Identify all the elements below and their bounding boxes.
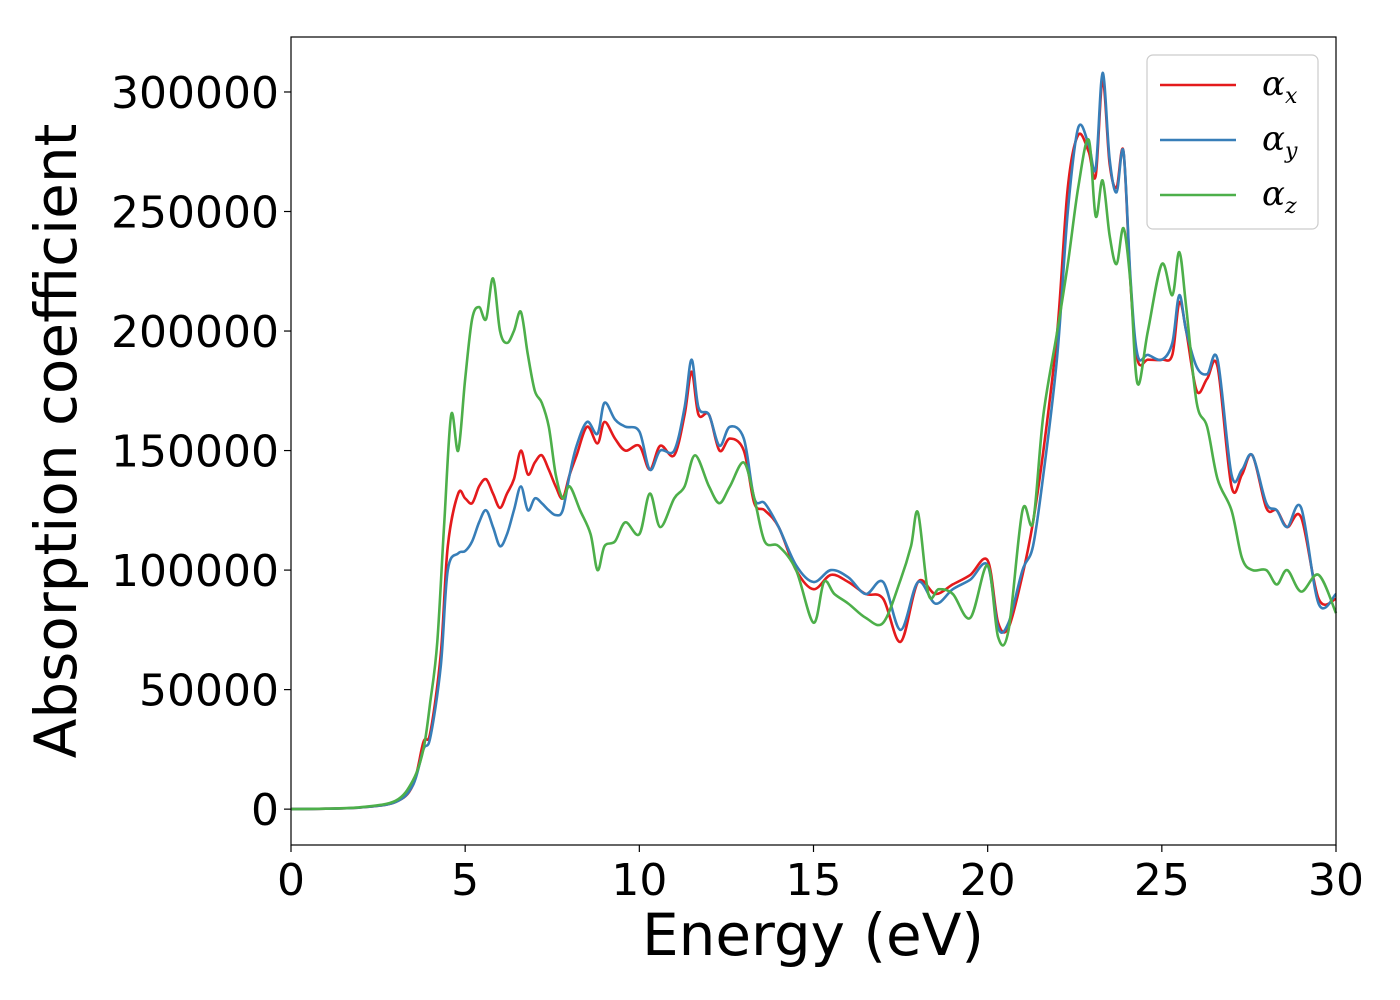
legend-subscript-y: y xyxy=(1284,139,1298,164)
y-axis-title: Absorption coefficient xyxy=(22,124,90,759)
x-tick-label: 5 xyxy=(451,855,479,906)
x-axis: 0 5 10 15 20 25 30 xyxy=(277,845,1364,906)
x-tick-label: 25 xyxy=(1134,855,1190,906)
legend-subscript-x: x xyxy=(1285,84,1298,109)
y-tick-label: 0 xyxy=(251,785,279,836)
legend-subscript-z: z xyxy=(1284,194,1297,219)
x-tick-label: 20 xyxy=(960,855,1016,906)
series-line-y xyxy=(290,71,1337,811)
x-tick-label: 0 xyxy=(277,855,305,906)
y-tick-label: 100000 xyxy=(111,546,279,597)
y-tick-label: 300000 xyxy=(111,68,279,119)
y-axis: 0 50000 100000 150000 200000 250000 300000 xyxy=(111,68,291,836)
y-tick-label: 50000 xyxy=(139,666,279,717)
x-axis-title: Energy (eV) xyxy=(642,901,984,969)
series-line-z xyxy=(290,138,1338,811)
y-tick-label: 200000 xyxy=(111,307,279,358)
y-tick-label: 250000 xyxy=(111,188,279,239)
series-layer xyxy=(290,71,1338,811)
legend-box xyxy=(1146,54,1319,230)
y-tick-label: 150000 xyxy=(111,427,279,478)
x-tick-label: 10 xyxy=(611,855,667,906)
x-tick-label: 15 xyxy=(786,855,842,906)
x-tick-label: 30 xyxy=(1308,855,1364,906)
